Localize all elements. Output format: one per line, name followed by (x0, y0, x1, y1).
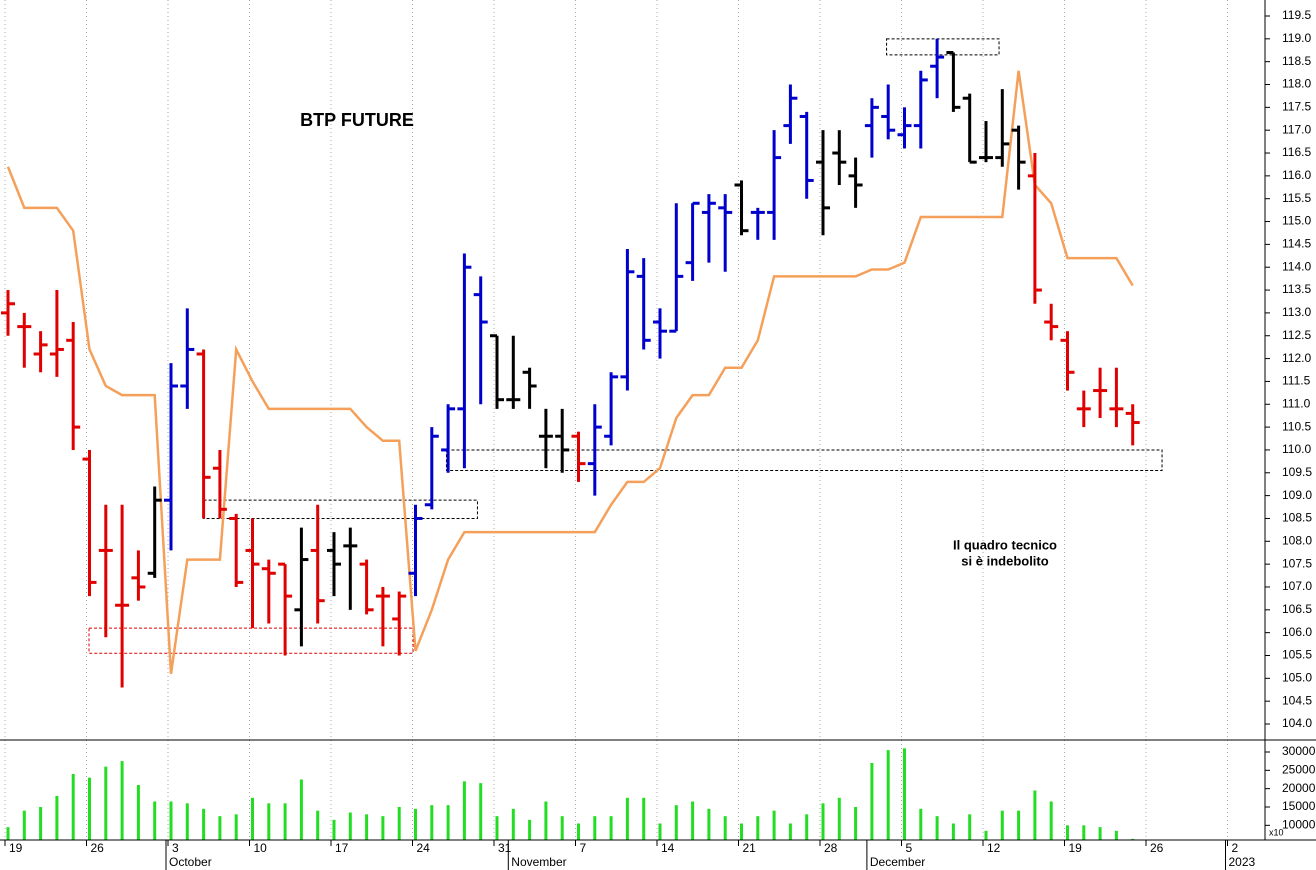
y-tick-label: 10000 (1282, 818, 1316, 832)
y-tick-label: 115.5 (1282, 191, 1311, 205)
y-tick-label: 111.5 (1282, 374, 1311, 388)
y-tick-label: 109.0 (1282, 488, 1312, 502)
y-tick-label: 20000 (1282, 781, 1316, 795)
y-tick-label: 105.0 (1282, 671, 1312, 685)
y-tick-label: 109.5 (1282, 465, 1312, 479)
y-tick-label: 114.5 (1282, 237, 1311, 251)
y-tick-label: 112.5 (1282, 328, 1311, 342)
y-tick-label: 105.5 (1282, 648, 1312, 662)
x-tick-label: 10 (254, 841, 268, 855)
y-tick-label: 110.5 (1282, 419, 1311, 433)
y-tick-label: 114.0 (1282, 259, 1311, 273)
y-tick-label: 107.5 (1282, 556, 1312, 570)
x-tick-label: 3 (172, 841, 179, 855)
x-tick-label: 19 (9, 841, 23, 855)
volume-unit: x10 (1269, 827, 1284, 837)
x-tick-label: 26 (91, 841, 105, 855)
x-tick-label: 24 (417, 841, 431, 855)
y-tick-label: 119.0 (1282, 31, 1311, 45)
y-tick-label: 113.0 (1282, 305, 1311, 319)
month-label: November (511, 855, 566, 869)
y-tick-label: 116.5 (1282, 145, 1311, 159)
y-tick-label: 106.5 (1282, 602, 1312, 616)
x-tick-label: 26 (1150, 841, 1164, 855)
x-tick-label: 7 (580, 841, 587, 855)
y-tick-label: 111.0 (1282, 396, 1311, 410)
y-tick-label: 117.0 (1282, 122, 1311, 136)
grid (4, 0, 1228, 840)
y-tick-label: 106.0 (1282, 625, 1312, 639)
x-tick-label: 12 (987, 841, 1001, 855)
x-tick-label: 2 (1232, 841, 1239, 855)
y-tick-label: 108.5 (1282, 511, 1312, 525)
y-tick-label: 104.5 (1282, 693, 1312, 707)
chart-title: BTP FUTURE (300, 110, 414, 130)
y-tick-label: 119.5 (1282, 8, 1311, 22)
y-tick-label: 104.0 (1282, 716, 1312, 730)
y-tick-label: 110.0 (1282, 442, 1311, 456)
y-tick-label: 113.5 (1282, 282, 1311, 296)
x-tick-label: 19 (1069, 841, 1083, 855)
zone (886, 38, 1000, 56)
y-tick-label: 112.0 (1282, 351, 1311, 365)
x-tick-label: 17 (335, 841, 349, 855)
y-tick-label: 107.0 (1282, 579, 1312, 593)
month-label: December (870, 855, 925, 869)
annotation: Il quadro tecnico (953, 537, 1057, 552)
annotation: si è indebolito (961, 553, 1048, 568)
y-tick-label: 108.0 (1282, 533, 1312, 547)
x-tick-label: 5 (906, 841, 913, 855)
y-tick-label: 118.0 (1282, 77, 1311, 91)
overlay-line (6, 70, 1134, 674)
y-tick-label: 116.0 (1282, 168, 1311, 182)
y-tick-label: 118.5 (1282, 54, 1311, 68)
y-tick-label: 30000 (1282, 744, 1316, 758)
y-tick-label: 15000 (1282, 799, 1316, 813)
y-tick-label: 115.0 (1282, 214, 1311, 228)
month-label: October (169, 855, 212, 869)
y-tick-label: 117.5 (1282, 100, 1311, 114)
x-tick-label: 21 (743, 841, 757, 855)
zone (445, 449, 1163, 471)
x-tick-label: 31 (498, 841, 512, 855)
y-tick-label: 25000 (1282, 763, 1316, 777)
x-tick-label: 14 (661, 841, 675, 855)
month-label: 2023 (1229, 855, 1256, 869)
x-tick-label: 28 (824, 841, 838, 855)
